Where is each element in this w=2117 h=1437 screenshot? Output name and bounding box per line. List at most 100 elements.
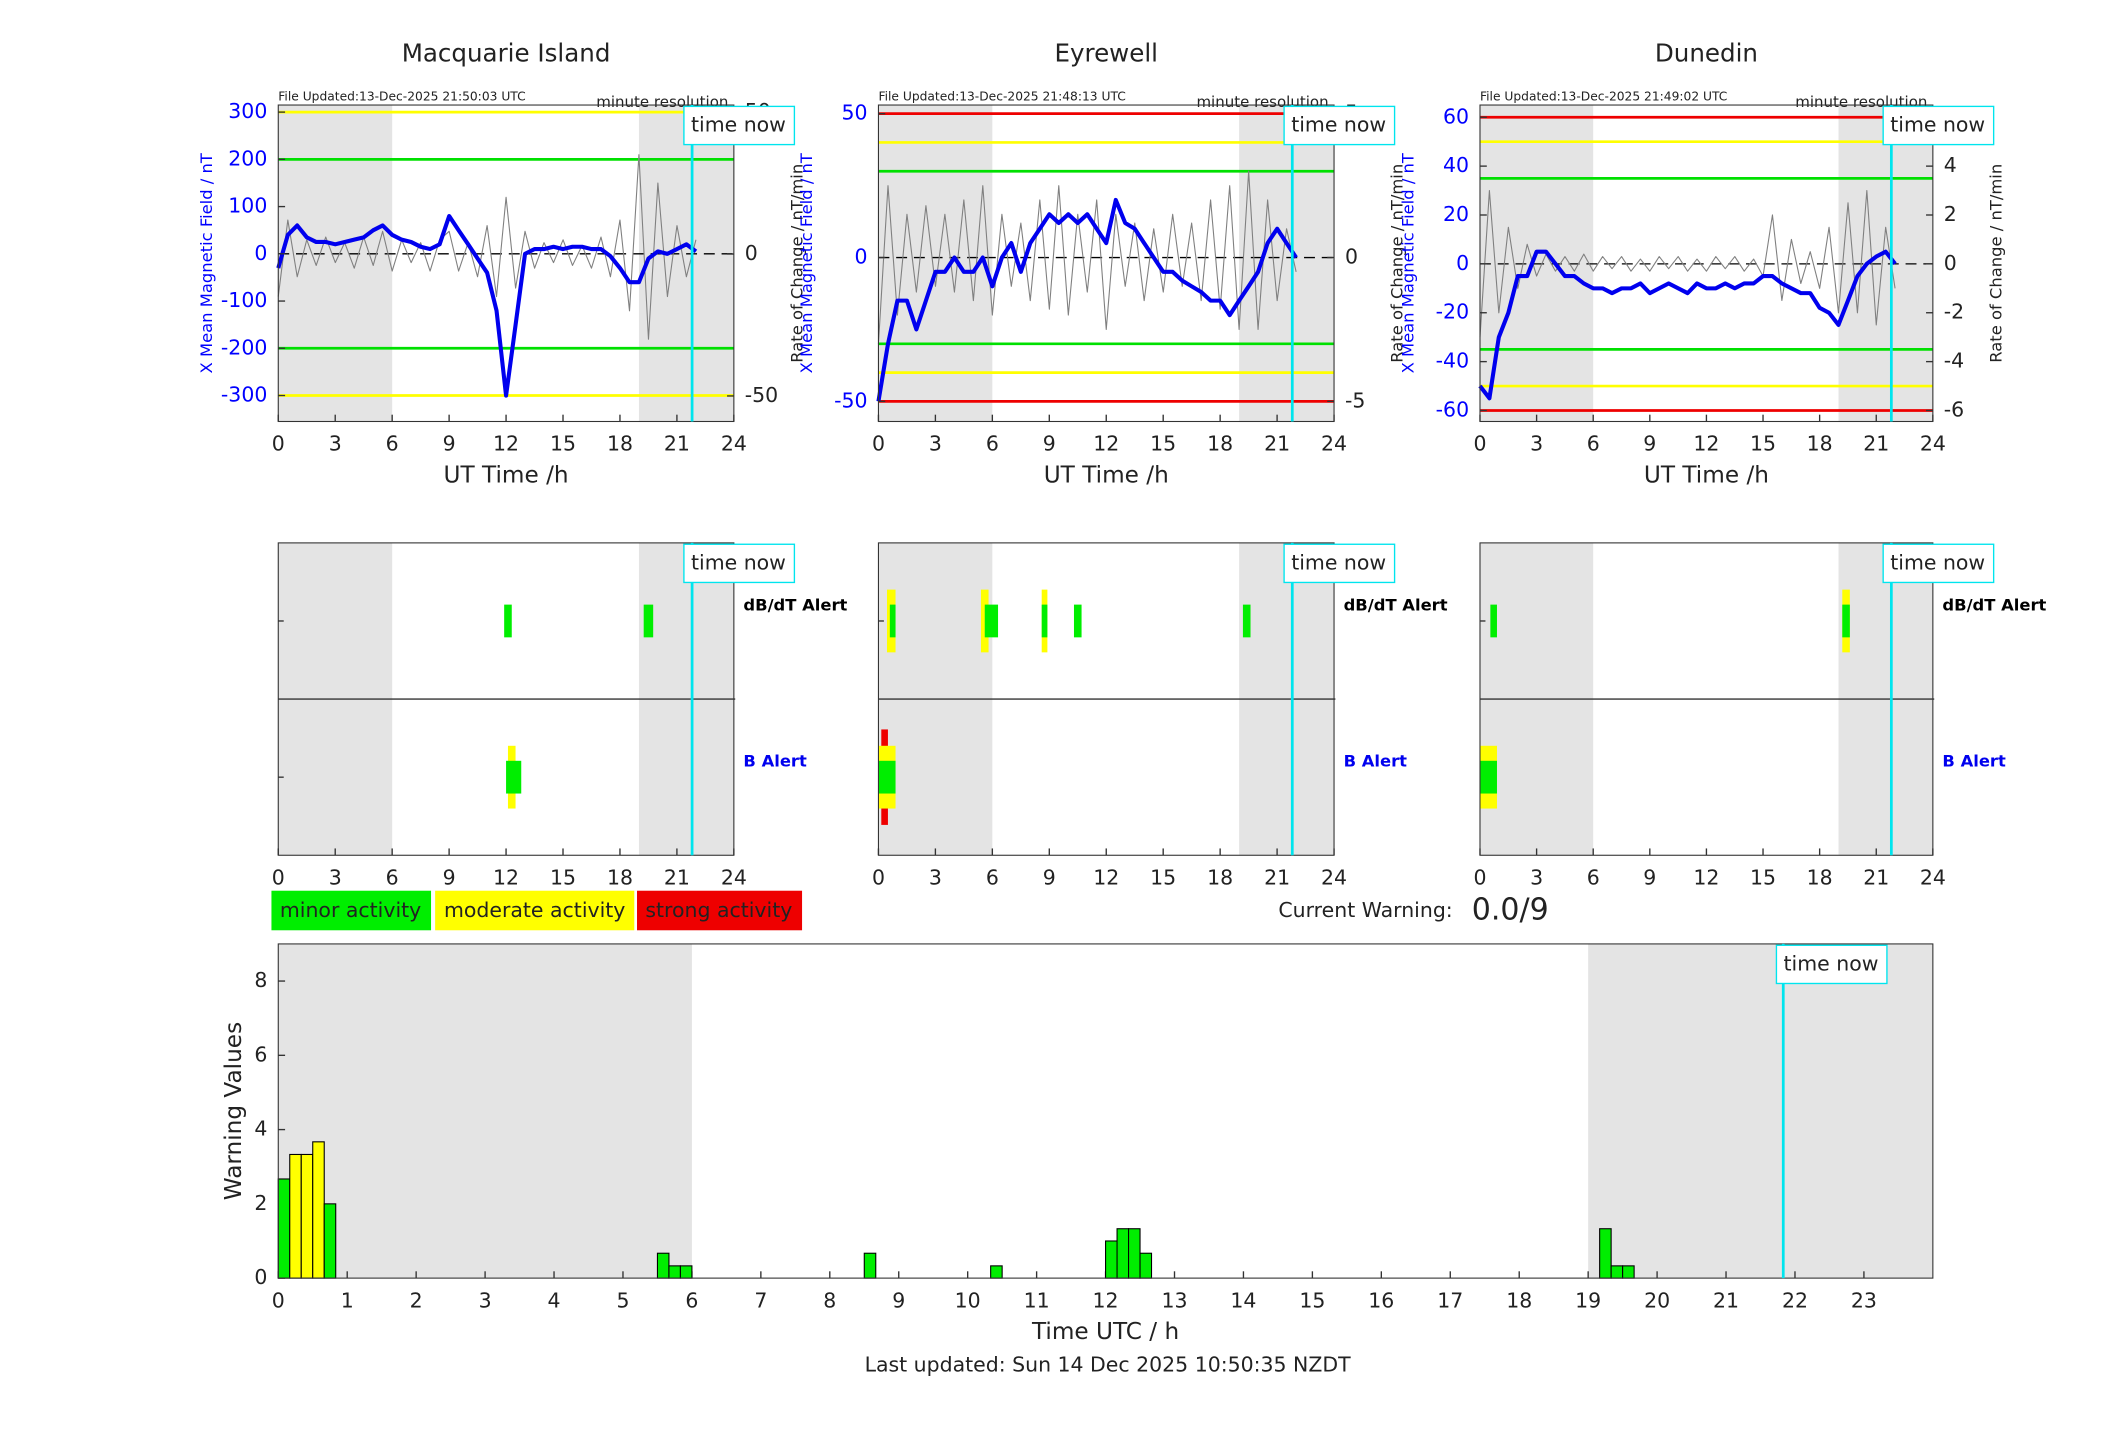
x-tick-label: 20 [1644,1288,1670,1312]
x-tick-label: 1 [341,1288,354,1312]
x-tick-label: 0 [272,865,285,889]
x-tick-label: 18 [1807,432,1833,456]
legend-swatch [271,890,432,931]
figure: minor activity moderate activity strong … [197,39,2047,1377]
alert-event [1073,604,1082,638]
y-tick-label: 6 [254,1042,267,1066]
y2-axis-label: Rate of Change / nT/min [1388,164,1407,363]
chart-title: Dunedin [1655,39,1758,68]
time-now-label: time now [1890,550,1985,574]
warning-bar [289,1153,302,1279]
file-updated: File Updated:13-Dec-2025 21:50:03 UTC [278,89,525,103]
y-axis-label: Warning Values [220,1022,247,1200]
time-now-box [1283,543,1396,584]
chart-title: Eyrewell [1054,39,1158,68]
time-now-label: time now [691,550,786,574]
x-tick-label: 24 [1321,865,1347,889]
x-tick-label: 6 [685,1288,698,1312]
axes-frame [277,542,735,856]
x-tick-label: 21 [1863,432,1889,456]
footer: Last updated: Sun 14 Dec 2025 10:50:35 N… [865,1352,1352,1376]
warning-bar [300,1153,314,1279]
axes-frame [1479,542,1934,856]
x-tick-label: 3 [1530,432,1543,456]
axes-frame [877,542,1335,856]
x-tick-label: 15 [1150,865,1176,889]
legend-swatch [435,890,635,931]
y2-axis-label: Rate of Change / nT/min [1986,164,2005,363]
alert-event [643,604,654,638]
x-tick-label: 0 [1473,865,1486,889]
x-tick-label: 21 [1264,865,1290,889]
y-tick-label: 200 [228,146,267,170]
time-now-label: time now [1291,550,1386,574]
warning-bar [679,1265,693,1279]
warning-bar [1599,1228,1612,1279]
warning-bar [1139,1252,1153,1279]
x-tick-label: 24 [1920,865,1946,889]
x-tick-label: 4 [548,1288,561,1312]
y2-tick-label: 0 [745,241,758,265]
warning-bar [668,1265,681,1279]
warning-bar [990,1265,1003,1279]
x-tick-label: 3 [929,432,942,456]
x-tick-label: 18 [1506,1288,1532,1312]
y2-tick-label: 0 [1944,251,1957,275]
warning-bar [312,1141,325,1279]
y-tick-label: -50 [834,388,867,412]
x-tick-label: 0 [872,432,885,456]
y2-tick-label: 4 [1944,153,1957,177]
x-tick-label: 9 [443,432,456,456]
row-label: B Alert [1344,752,1408,771]
warning-bar [1116,1228,1130,1279]
y-tick-label: 0 [254,1265,267,1289]
y-tick-label: 8 [254,968,267,992]
x-tick-label: 0 [1473,432,1486,456]
x-tick-label: 12 [1093,865,1119,889]
x-tick-label: 21 [1863,865,1889,889]
field-line [276,214,698,398]
x-tick-label: 21 [1264,432,1290,456]
night-shading [638,105,734,422]
x-tick-label: 6 [1587,865,1600,889]
x-tick-label: 6 [386,865,399,889]
time-now-label: time now [1291,112,1386,136]
x-tick-label: 9 [1643,432,1656,456]
x-tick-label: 24 [721,432,747,456]
y-axis-label: X Mean Magnetic Field / nT [797,152,816,373]
warning-bar [277,1178,291,1279]
alert-event [889,604,896,638]
x-tick-label: 18 [607,865,633,889]
field-line [876,197,1298,402]
x-tick-label: 10 [955,1288,981,1312]
alert-event [1490,604,1497,638]
x-axis-label: UT Time /h [1044,462,1169,489]
x-tick-label: 17 [1437,1288,1463,1312]
x-tick-label: 6 [1587,432,1600,456]
time-now-label: time now [1784,951,1879,975]
x-axis-label: Time UTC / h [1031,1318,1179,1345]
alert-event [878,760,896,794]
x-tick-label: 15 [1750,865,1776,889]
y2-tick-label: 0 [1345,245,1358,269]
night-shading [878,105,993,422]
x-tick-label: 16 [1368,1288,1394,1312]
chart-title: Macquarie Island [402,39,611,68]
x-tick-label: 3 [329,432,342,456]
rate-line [1479,190,1896,338]
x-tick-label: 19 [1575,1288,1601,1312]
y2-tick-label: -50 [745,383,778,407]
x-tick-label: 24 [1920,432,1946,456]
y-tick-label: 50 [842,101,868,125]
y2-tick-label: -2 [1944,300,1964,324]
x-tick-label: 3 [329,865,342,889]
y-tick-label: 0 [855,245,868,269]
x-tick-label: 2 [410,1288,423,1312]
y-tick-label: 100 [228,194,267,218]
warning-bar [656,1252,670,1279]
x-tick-label: 18 [607,432,633,456]
alert-event [1242,604,1251,638]
file-updated: File Updated:13-Dec-2025 21:48:13 UTC [878,89,1125,103]
y-tick-label: 60 [1443,104,1469,128]
